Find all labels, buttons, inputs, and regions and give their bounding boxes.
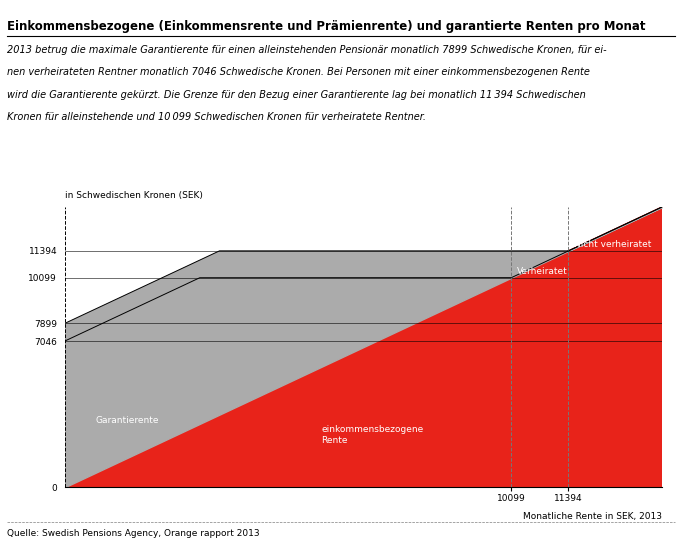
Text: nen verheirateten Rentner monatlich 7046 Schwedische Kronen. Bei Personen mit ei: nen verheirateten Rentner monatlich 7046… [7,67,590,77]
Polygon shape [65,207,662,487]
Text: 2013 betrug die maximale Garantierente für einen alleinstehenden Pensionär monat: 2013 betrug die maximale Garantierente f… [7,45,606,55]
Text: Quelle: Swedish Pensions Agency, Orange rapport 2013: Quelle: Swedish Pensions Agency, Orange … [7,529,259,538]
Text: Verheiratet: Verheiratet [516,267,567,276]
Text: wird die Garantierente gekürzt. Die Grenze für den Bezug einer Garantierente lag: wird die Garantierente gekürzt. Die Gren… [7,90,586,100]
Text: Garantierente: Garantierente [95,416,159,426]
Text: in Schwedischen Kronen (SEK): in Schwedischen Kronen (SEK) [65,191,203,200]
Text: Kronen für alleinstehende und 10 099 Schwedischen Kronen für verheiratete Rentne: Kronen für alleinstehende und 10 099 Sch… [7,112,426,122]
Text: Nicht verheiratet: Nicht verheiratet [574,240,651,249]
Text: Einkommensbezogene (Einkommensrente und Prämienrente) und garantierte Renten pro: Einkommensbezogene (Einkommensrente und … [7,20,645,32]
Text: einkommensbezogene
Rente: einkommensbezogene Rente [321,425,424,445]
Text: Monatliche Rente in SEK, 2013: Monatliche Rente in SEK, 2013 [522,512,662,521]
